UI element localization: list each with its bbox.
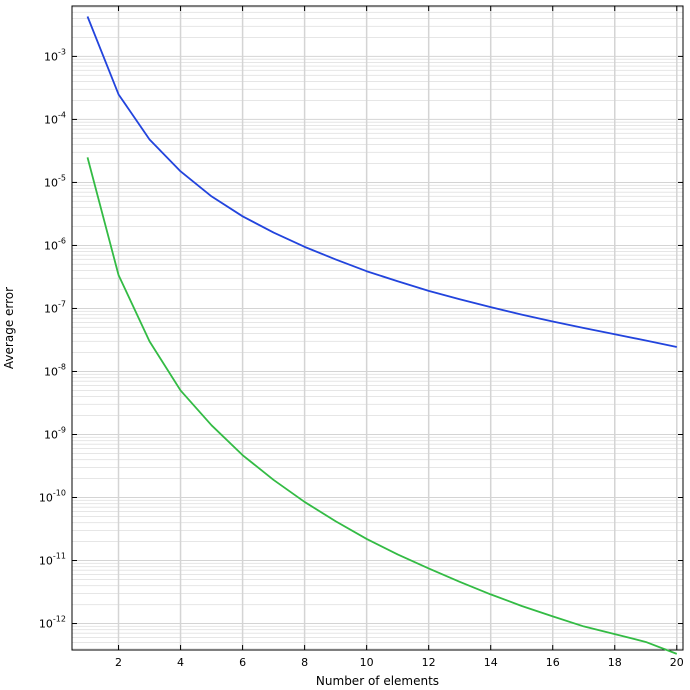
major-grid (72, 6, 683, 650)
y-tick-label: 10-6 (44, 236, 66, 252)
y-tick-label: 10-4 (44, 110, 66, 126)
x-tick-label: 10 (360, 656, 374, 669)
y-axis-ticks: 10-3 10-4 10-5 10-6 10-7 10-8 10-9 10-10 10-11 10… (39, 47, 683, 631)
x-tick-label: 20 (670, 656, 684, 669)
x-axis-ticks: 2 4 6 8 10 12 14 16 18 20 (115, 6, 684, 669)
y-tick-label: 10-10 (39, 489, 66, 505)
series-layer (86, 16, 678, 655)
x-tick-label: 8 (301, 656, 308, 669)
x-tick-label: 6 (239, 656, 246, 669)
minor-grid (72, 6, 683, 650)
y-tick-label: 10-7 (44, 299, 66, 315)
y-tick-label: 10-3 (44, 47, 66, 63)
x-tick-label: 18 (608, 656, 622, 669)
y-tick-label: 10-11 (39, 552, 66, 568)
series-line-2 (86, 157, 678, 655)
y-tick-label: 10-9 (44, 425, 66, 441)
y-tick-label: 10-12 (39, 615, 66, 631)
x-tick-label: 16 (546, 656, 560, 669)
x-tick-label: 2 (115, 656, 122, 669)
y-tick-label: 10-5 (44, 173, 66, 189)
x-axis-label: Number of elements (316, 674, 439, 688)
x-tick-label: 4 (177, 656, 184, 669)
x-tick-label: 14 (484, 656, 498, 669)
y-tick-label: 10-8 (44, 362, 66, 378)
plot-area-frame (71, 5, 684, 651)
y-axis-label: Average error (2, 287, 16, 369)
x-tick-label: 12 (422, 656, 436, 669)
series-line-1 (86, 16, 677, 348)
